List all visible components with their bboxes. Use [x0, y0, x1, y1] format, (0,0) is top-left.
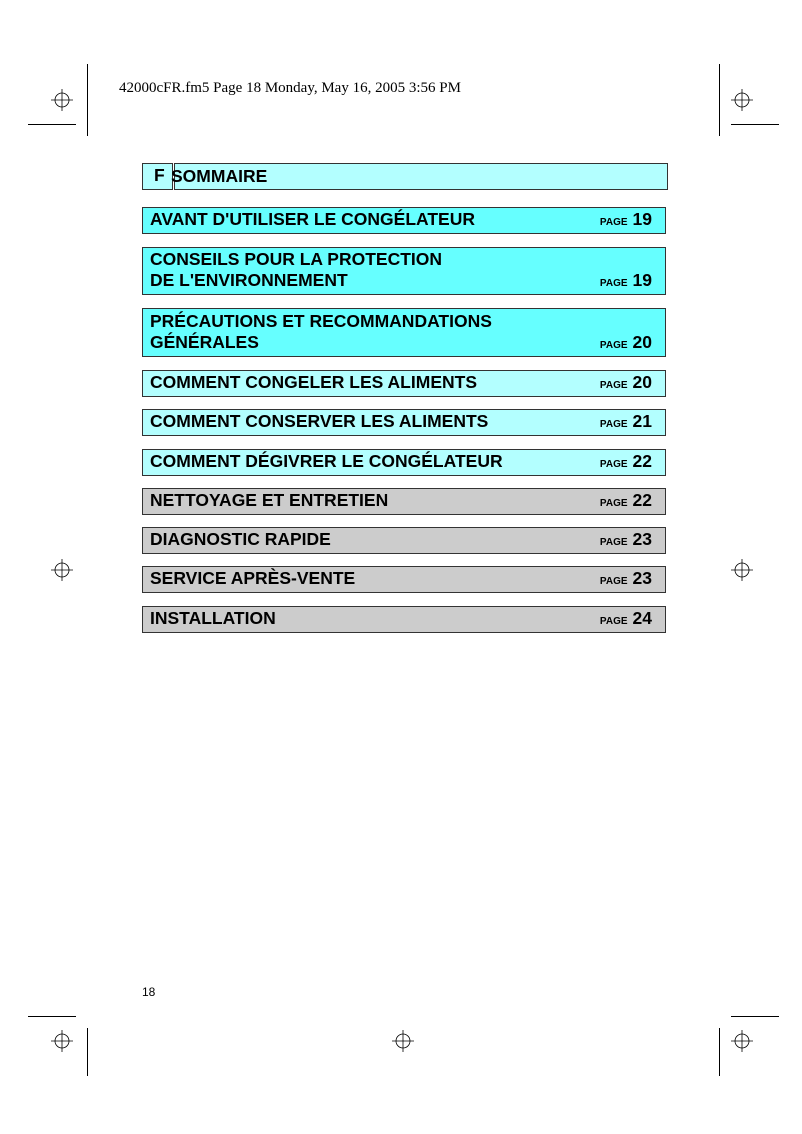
page-ref: 20: [632, 372, 652, 392]
toc-entry-page: PAGE 23: [600, 568, 652, 589]
toc-entry[interactable]: AVANT D'UTILISER LE CONGÉLATEUR PAGE 19: [142, 207, 666, 234]
toc-entry-line: DIAGNOSTIC RAPIDE: [150, 529, 331, 549]
crop-mark: [731, 1016, 779, 1017]
crop-mark: [87, 1028, 88, 1076]
print-header: 42000cFR.fm5 Page 18 Monday, May 16, 200…: [119, 80, 461, 96]
toc-entry-title: AVANT D'UTILISER LE CONGÉLATEUR: [150, 209, 475, 230]
registration-mark-icon: [731, 89, 753, 111]
toc-entry-page: PAGE 19: [600, 270, 652, 291]
registration-mark-icon: [392, 1030, 414, 1052]
toc-entry[interactable]: COMMENT DÉGIVRER LE CONGÉLATEUR PAGE 22: [142, 449, 666, 476]
registration-mark-icon: [51, 1030, 73, 1052]
toc-entry-page: PAGE 19: [600, 209, 652, 230]
toc-entry-title: SERVICE APRÈS-VENTE: [150, 568, 355, 589]
toc-entry[interactable]: PRÉCAUTIONS ET RECOMMANDATIONS GÉNÉRALES P…: [142, 308, 666, 357]
toc-entry[interactable]: COMMENT CONGELER LES ALIMENTS PAGE 20: [142, 370, 666, 397]
page-number: 18: [142, 985, 156, 999]
crop-mark: [28, 1016, 76, 1017]
page-label: PAGE: [599, 576, 628, 587]
toc-entry[interactable]: DIAGNOSTIC RAPIDE PAGE 23: [142, 527, 666, 554]
page-label: PAGE: [599, 616, 628, 627]
registration-mark-icon: [731, 1030, 753, 1052]
section-letter-box: F: [142, 163, 173, 190]
crop-mark: [719, 64, 720, 136]
page-ref: 23: [632, 568, 652, 588]
toc-entry-line: COMMENT CONGELER LES ALIMENTS: [150, 372, 477, 392]
toc-entry[interactable]: INSTALLATION PAGE 24: [142, 606, 666, 633]
toc-entry-page: PAGE 24: [600, 608, 652, 629]
toc-title: SOMMAIRE: [171, 166, 268, 186]
toc-entry-title: INSTALLATION: [150, 608, 276, 629]
toc-entry-title: COMMENT CONSERVER LES ALIMENTS: [150, 411, 488, 432]
toc-entry-page: PAGE 22: [600, 490, 652, 511]
toc-entry-title: COMMENT CONGELER LES ALIMENTS: [150, 372, 477, 393]
page-ref: 24: [632, 608, 652, 628]
toc-title-box: [174, 163, 668, 190]
toc-entry-title: PRÉCAUTIONS ET RECOMMANDATIONS GÉNÉRALES: [150, 311, 492, 353]
page-ref: 22: [632, 451, 652, 471]
page-ref: 19: [632, 209, 652, 229]
toc-entry-line: NETTOYAGE ET ENTRETIEN: [150, 490, 389, 510]
toc-entry-line: COMMENT CONSERVER LES ALIMENTS: [150, 411, 489, 431]
toc-entry-page: PAGE 20: [600, 332, 652, 353]
toc-entry[interactable]: CONSEILS POUR LA PROTECTION DE L'ENVIRONN…: [142, 247, 666, 295]
page-ref: 22: [632, 490, 652, 510]
page-ref: 21: [632, 411, 652, 431]
page-ref: 20: [632, 332, 652, 352]
toc-entry-page: PAGE 22: [600, 451, 652, 472]
registration-mark-icon: [51, 559, 73, 581]
page-ref: 19: [632, 270, 652, 290]
page-label: PAGE: [599, 380, 628, 391]
toc-entry-line: SERVICE APRÈS-VENTE: [150, 568, 356, 588]
crop-mark: [28, 124, 76, 125]
toc-entry[interactable]: NETTOYAGE ET ENTRETIEN PAGE 22: [142, 488, 666, 515]
page-label: PAGE: [599, 278, 628, 289]
toc-entry-title: CONSEILS POUR LA PROTECTION DE L'ENVIRONN…: [150, 249, 442, 291]
toc-entry-page: PAGE 20: [600, 372, 652, 393]
page-label: PAGE: [599, 537, 628, 548]
toc-entry-line: COMMENT DÉGIVRER LE CONGÉLATEUR: [150, 451, 503, 471]
page-label: PAGE: [599, 340, 628, 351]
toc-entry-title: COMMENT DÉGIVRER LE CONGÉLATEUR: [150, 451, 503, 472]
page-label: PAGE: [599, 459, 628, 470]
section-letter: F: [154, 165, 165, 185]
toc-entry-title: NETTOYAGE ET ENTRETIEN: [150, 490, 388, 511]
toc-entry[interactable]: SERVICE APRÈS-VENTE PAGE 23: [142, 566, 666, 593]
toc-entry[interactable]: COMMENT CONSERVER LES ALIMENTS PAGE 21: [142, 409, 666, 436]
registration-mark-icon: [731, 559, 753, 581]
page-label: PAGE: [599, 498, 628, 509]
crop-mark: [731, 124, 779, 125]
toc-entry-line: DE L'ENVIRONNEMENT: [150, 270, 348, 290]
toc-entry-title: DIAGNOSTIC RAPIDE: [150, 529, 331, 550]
page-label: PAGE: [599, 419, 628, 430]
page-label: PAGE: [599, 217, 628, 228]
toc-entry-line: CONSEILS POUR LA PROTECTION: [150, 249, 443, 269]
crop-mark: [87, 64, 88, 136]
toc-entry-page: PAGE 21: [600, 411, 652, 432]
registration-mark-icon: [51, 89, 73, 111]
toc-entry-line: INSTALLATION: [150, 608, 276, 628]
page-ref: 23: [632, 529, 652, 549]
toc-entry-line: PRÉCAUTIONS ET RECOMMANDATIONS: [150, 311, 492, 331]
toc-entry-page: PAGE 23: [600, 529, 652, 550]
toc-entry-line: AVANT D'UTILISER LE CONGÉLATEUR: [150, 209, 475, 229]
crop-mark: [719, 1028, 720, 1076]
toc-entry-line: GÉNÉRALES: [150, 332, 259, 352]
